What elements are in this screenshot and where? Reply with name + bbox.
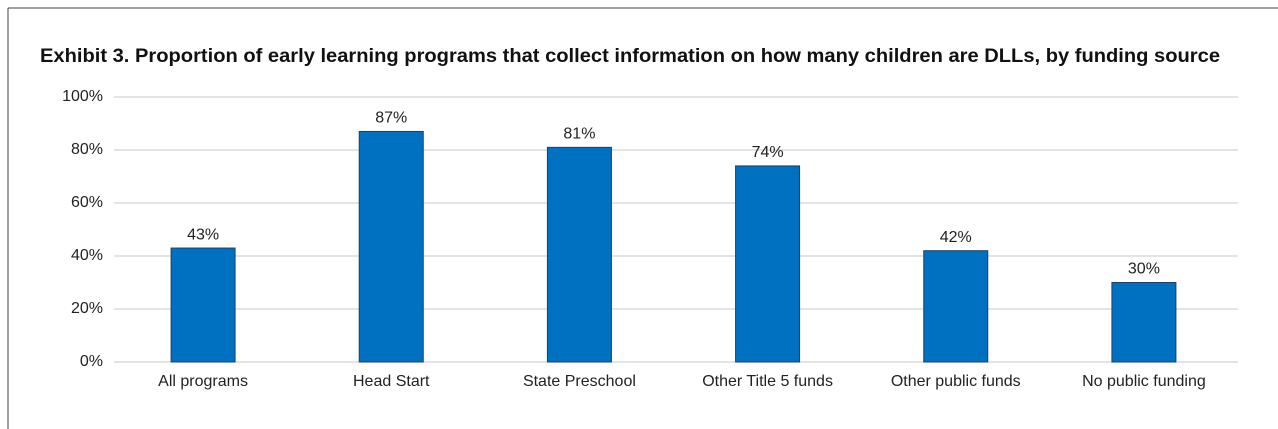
y-tick-label: 40%: [71, 247, 103, 264]
x-tick-label: Other public funds: [891, 373, 1021, 390]
y-tick-label: 0%: [80, 353, 103, 370]
bar: [923, 250, 989, 363]
bar: [546, 146, 612, 363]
bar: [735, 165, 801, 363]
y-tick-label: 20%: [71, 300, 103, 317]
bar: [170, 247, 236, 363]
x-tick-label: All programs: [158, 373, 248, 390]
data-label: 87%: [375, 110, 407, 127]
x-tick-label: Other Title 5 funds: [702, 373, 833, 390]
y-tick-label: 60%: [71, 194, 103, 211]
data-label: 81%: [563, 126, 595, 143]
chart-title: Exhibit 3. Proportion of early learning …: [40, 46, 1220, 67]
y-tick-label: 100%: [62, 88, 103, 105]
bar: [1111, 282, 1177, 363]
x-tick-label: State Preschool: [523, 373, 636, 390]
data-label: 74%: [752, 144, 784, 161]
x-tick-label: No public funding: [1082, 373, 1206, 390]
x-tick-label: Head Start: [353, 373, 430, 390]
y-tick-label: 80%: [71, 141, 103, 158]
data-label: 42%: [940, 229, 972, 246]
data-label: 30%: [1128, 261, 1160, 278]
bar: [358, 130, 424, 363]
data-label: 43%: [187, 226, 219, 243]
